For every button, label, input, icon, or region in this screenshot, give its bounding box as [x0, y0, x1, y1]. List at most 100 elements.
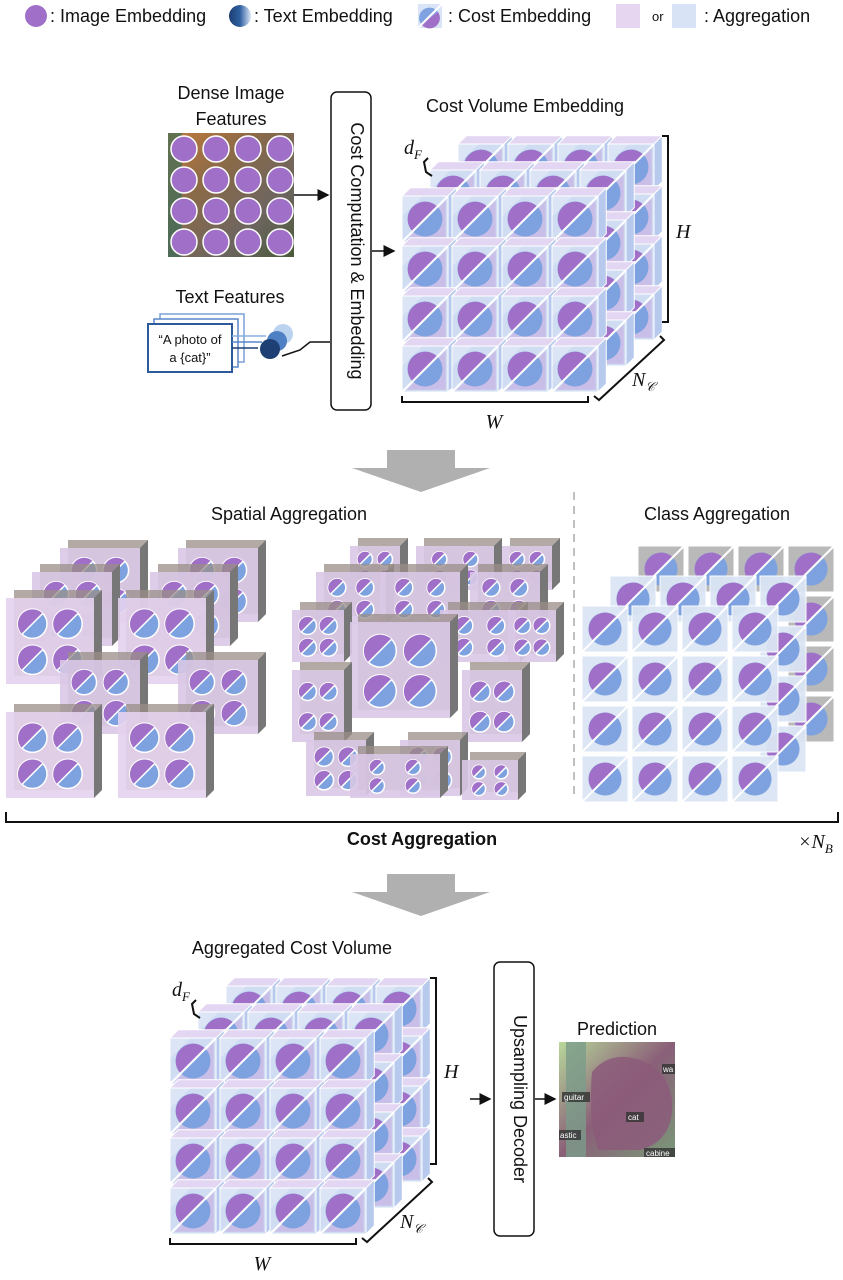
class-aggregation-cube	[631, 605, 679, 653]
spatial-aggregation-window-b	[292, 538, 564, 800]
text-prompt-stack: “A photo of a {cat}”	[147, 313, 330, 373]
cost-computation-label: Cost Computation & Embedding	[347, 122, 367, 379]
flow-arrow-down	[352, 450, 490, 492]
cost-embedding-cube	[550, 286, 608, 344]
spatial-aggregation-title: Spatial Aggregation	[211, 504, 367, 524]
class-aggregation-cube	[659, 575, 707, 623]
cost-aggregation-label: Cost Aggregation	[347, 829, 497, 849]
top-section: Dense Image Features Text Features “A ph…	[147, 83, 692, 433]
cost-embedding-cube	[218, 1128, 276, 1186]
image-embedding-icon	[234, 135, 262, 163]
H-brace	[430, 977, 437, 1165]
aggregated-cost-volume-title: Aggregated Cost Volume	[192, 938, 392, 958]
legend-or: or	[652, 9, 664, 24]
cost-embedding-cube	[400, 186, 458, 244]
image-embedding-icon	[266, 166, 294, 194]
times-NB-label: ×NB	[798, 831, 833, 856]
image-embedding-icon	[170, 166, 198, 194]
flow-arrow-down	[352, 874, 490, 916]
cost-computation-box: Cost Computation & Embedding	[330, 91, 372, 411]
class-aggregation-cube	[731, 755, 779, 803]
cost-embedding-cube	[500, 286, 558, 344]
dF-brace	[190, 999, 201, 1019]
H-brace	[662, 135, 669, 323]
aggregation-window	[292, 662, 352, 742]
cost-embedding-cube	[400, 236, 458, 294]
cost-embedding-cube	[268, 1028, 326, 1086]
cost-embedding-cube	[450, 286, 508, 344]
guitar-tag: guitar	[564, 1093, 584, 1102]
dF-label: dF	[404, 137, 423, 162]
aggregation-blue-icon	[672, 4, 696, 28]
W-label: W	[254, 1253, 273, 1275]
H-label: H	[675, 221, 692, 243]
class-aggregation-cube	[581, 755, 629, 803]
cost-embedding-cube	[318, 1078, 376, 1136]
dF-brace	[422, 157, 433, 177]
legend-cost-embedding: : Cost Embedding	[448, 6, 591, 26]
cost-embedding-icon	[417, 3, 443, 29]
image-embedding-icon	[202, 197, 230, 225]
class-aggregation-cube	[681, 655, 729, 703]
cost-embedding-cube	[318, 1128, 376, 1186]
cost-embedding-cube	[218, 1078, 276, 1136]
image-embedding-icon	[202, 135, 230, 163]
cost-embedding-cube	[218, 1028, 276, 1086]
class-aggregation-cube	[731, 605, 779, 653]
cost-embedding-cube	[500, 236, 558, 294]
aggregation-window	[292, 602, 352, 662]
dense-image-features	[168, 133, 294, 257]
cost-volume-cubes	[400, 134, 664, 394]
dense-image-label-1: Dense Image	[177, 83, 284, 103]
class-aggregation-cube	[631, 655, 679, 703]
image-embedding-icon	[234, 197, 262, 225]
cost-embedding-cube	[550, 236, 608, 294]
image-embedding-icon	[234, 166, 262, 194]
image-embedding-icon	[25, 5, 47, 27]
cost-embedding-cube	[550, 336, 608, 394]
class-aggregation-cube	[731, 705, 779, 753]
image-embedding-icon	[266, 197, 294, 225]
plastic-tag: astic	[560, 1131, 576, 1140]
W-brace	[401, 396, 589, 403]
cost-embedding-cube	[168, 1178, 226, 1236]
cost-aggregation-brace	[5, 812, 839, 823]
cost-embedding-cube	[400, 286, 458, 344]
NC-label: N𝒞	[399, 1211, 426, 1236]
cost-embedding-cube	[318, 1028, 376, 1086]
class-aggregation-volume	[581, 545, 835, 803]
image-embedding-icon	[202, 166, 230, 194]
cabinet-tag: cabine	[646, 1149, 670, 1158]
cost-embedding-cube	[218, 1178, 276, 1236]
prompt-line-1: “A photo of	[159, 332, 222, 347]
W-brace	[169, 1238, 357, 1245]
text-embedding-icon	[260, 339, 280, 359]
cost-embedding-cube	[400, 336, 458, 394]
aggregation-window	[6, 704, 102, 798]
prompt-line-2: a {cat}”	[169, 350, 210, 365]
class-aggregation-cube	[581, 605, 629, 653]
class-aggregation-cube	[581, 655, 629, 703]
text-features-label: Text Features	[175, 287, 284, 307]
aggregation-window	[350, 614, 458, 718]
class-aggregation-cube	[681, 605, 729, 653]
middle-section: Spatial Aggregation Class Aggregation Co…	[5, 492, 839, 856]
cost-embedding-cube	[268, 1178, 326, 1236]
aggregation-purple-icon	[616, 4, 640, 28]
cost-embedding-cube	[450, 336, 508, 394]
class-aggregation-cube	[681, 755, 729, 803]
image-embedding-icon	[266, 135, 294, 163]
prediction-image: guitar cat astic cabine wa	[559, 1042, 675, 1158]
cat-tag: cat	[628, 1113, 639, 1122]
dF-label: dF	[172, 979, 191, 1004]
image-embedding-icon	[202, 228, 230, 256]
cost-embedding-cube	[268, 1128, 326, 1186]
class-aggregation-cube	[581, 705, 629, 753]
cost-embedding-cube	[450, 186, 508, 244]
class-aggregation-cube	[631, 705, 679, 753]
cost-embedding-cube	[268, 1078, 326, 1136]
W-label: W	[486, 411, 505, 433]
aggregation-window	[462, 752, 526, 800]
aggregation-window	[508, 602, 564, 662]
